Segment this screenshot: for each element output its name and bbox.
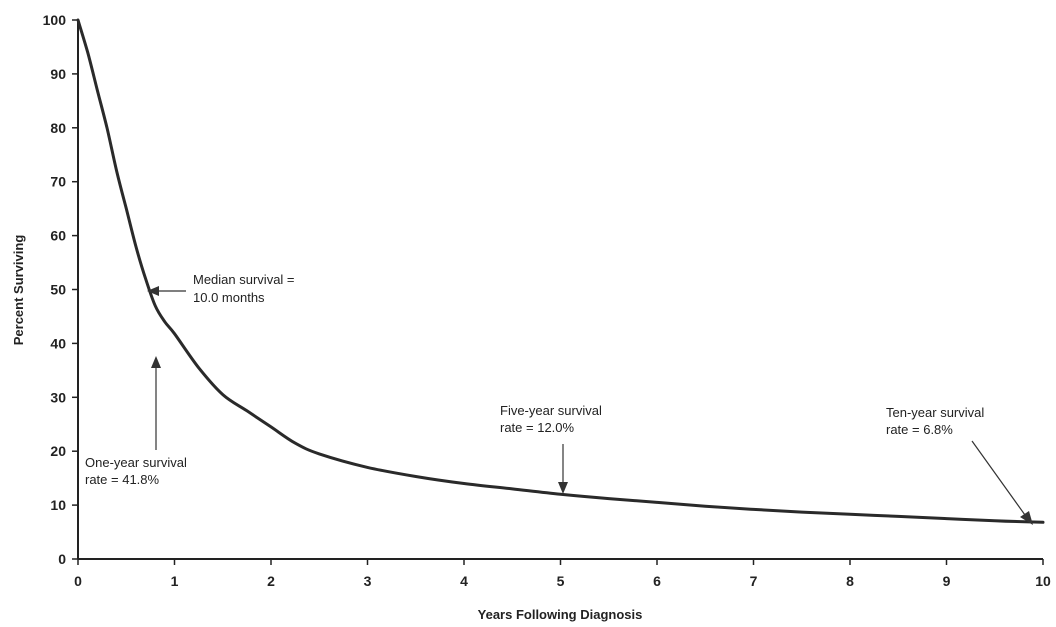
ten-year-annotation-line-1: Ten-year survival: [886, 405, 984, 420]
x-axis-title: Years Following Diagnosis: [478, 607, 643, 622]
x-tick-label: 0: [74, 573, 82, 589]
y-tick-label: 30: [50, 389, 66, 405]
y-tick-label: 90: [50, 66, 66, 82]
x-tick-label: 4: [460, 573, 468, 589]
ten-year-annotation-line-2: rate = 6.8%: [886, 422, 953, 437]
median-annotation-line-2: 10.0 months: [193, 290, 265, 305]
one-year-arrowhead: [151, 356, 161, 368]
five-year-annotation-text: Five-year survival rate = 12.0%: [500, 403, 605, 435]
ten-year-annotation: Ten-year survival rate = 6.8%: [886, 405, 1033, 525]
y-axis-title: Percent Surviving: [11, 235, 26, 346]
x-tick-label: 9: [943, 573, 951, 589]
median-annotation-line-1: Median survival =: [193, 272, 295, 287]
five-year-annotation-line-1: Five-year survival: [500, 403, 602, 418]
y-tick-label: 80: [50, 120, 66, 136]
y-tick-label: 40: [50, 335, 66, 351]
x-tick-label: 7: [750, 573, 758, 589]
median-annotation-text: Median survival = 10.0 months: [193, 272, 298, 305]
five-year-annotation-line-2: rate = 12.0%: [500, 420, 575, 435]
y-tick-label: 60: [50, 228, 66, 244]
x-tick-label: 3: [364, 573, 372, 589]
x-tick-label: 2: [267, 573, 275, 589]
y-tick-label: 20: [50, 443, 66, 459]
five-year-arrowhead: [558, 482, 568, 494]
y-tick-label: 50: [50, 282, 66, 298]
one-year-annotation-line-1: One-year survival: [85, 455, 187, 470]
x-tick-label: 6: [653, 573, 661, 589]
x-tick-label: 1: [171, 573, 179, 589]
y-axis: 0 10 20 30 40 50 60 70 80 90 100 Percent Surviving: [11, 12, 79, 567]
one-year-annotation-line-2: rate = 41.8%: [85, 472, 160, 487]
ten-year-arrow-line: [971, 440, 1026, 516]
survival-curve: [76, 18, 1045, 524]
x-tick-label: 5: [557, 573, 565, 589]
ten-year-arrowhead: [1020, 511, 1033, 525]
y-tick-label: 100: [43, 12, 67, 28]
y-tick-label: 10: [50, 497, 66, 513]
y-tick-label: 70: [50, 174, 66, 190]
x-tick-label: 8: [846, 573, 854, 589]
x-axis: 0 1 2 3 4 5 6 7 8 9 10 Years Following Diagnosis: [74, 558, 1051, 622]
median-annotation: Median survival = 10.0 months: [147, 272, 298, 305]
one-year-annotation-text: One-year survival rate = 41.8%: [85, 455, 191, 487]
five-year-annotation: Five-year survival rate = 12.0%: [500, 403, 605, 494]
y-tick-label: 0: [58, 551, 66, 567]
ten-year-annotation-text: Ten-year survival rate = 6.8%: [886, 405, 988, 437]
one-year-annotation: One-year survival rate = 41.8%: [85, 356, 191, 487]
x-tick-label: 10: [1035, 573, 1051, 589]
median-arrowhead: [147, 286, 159, 296]
